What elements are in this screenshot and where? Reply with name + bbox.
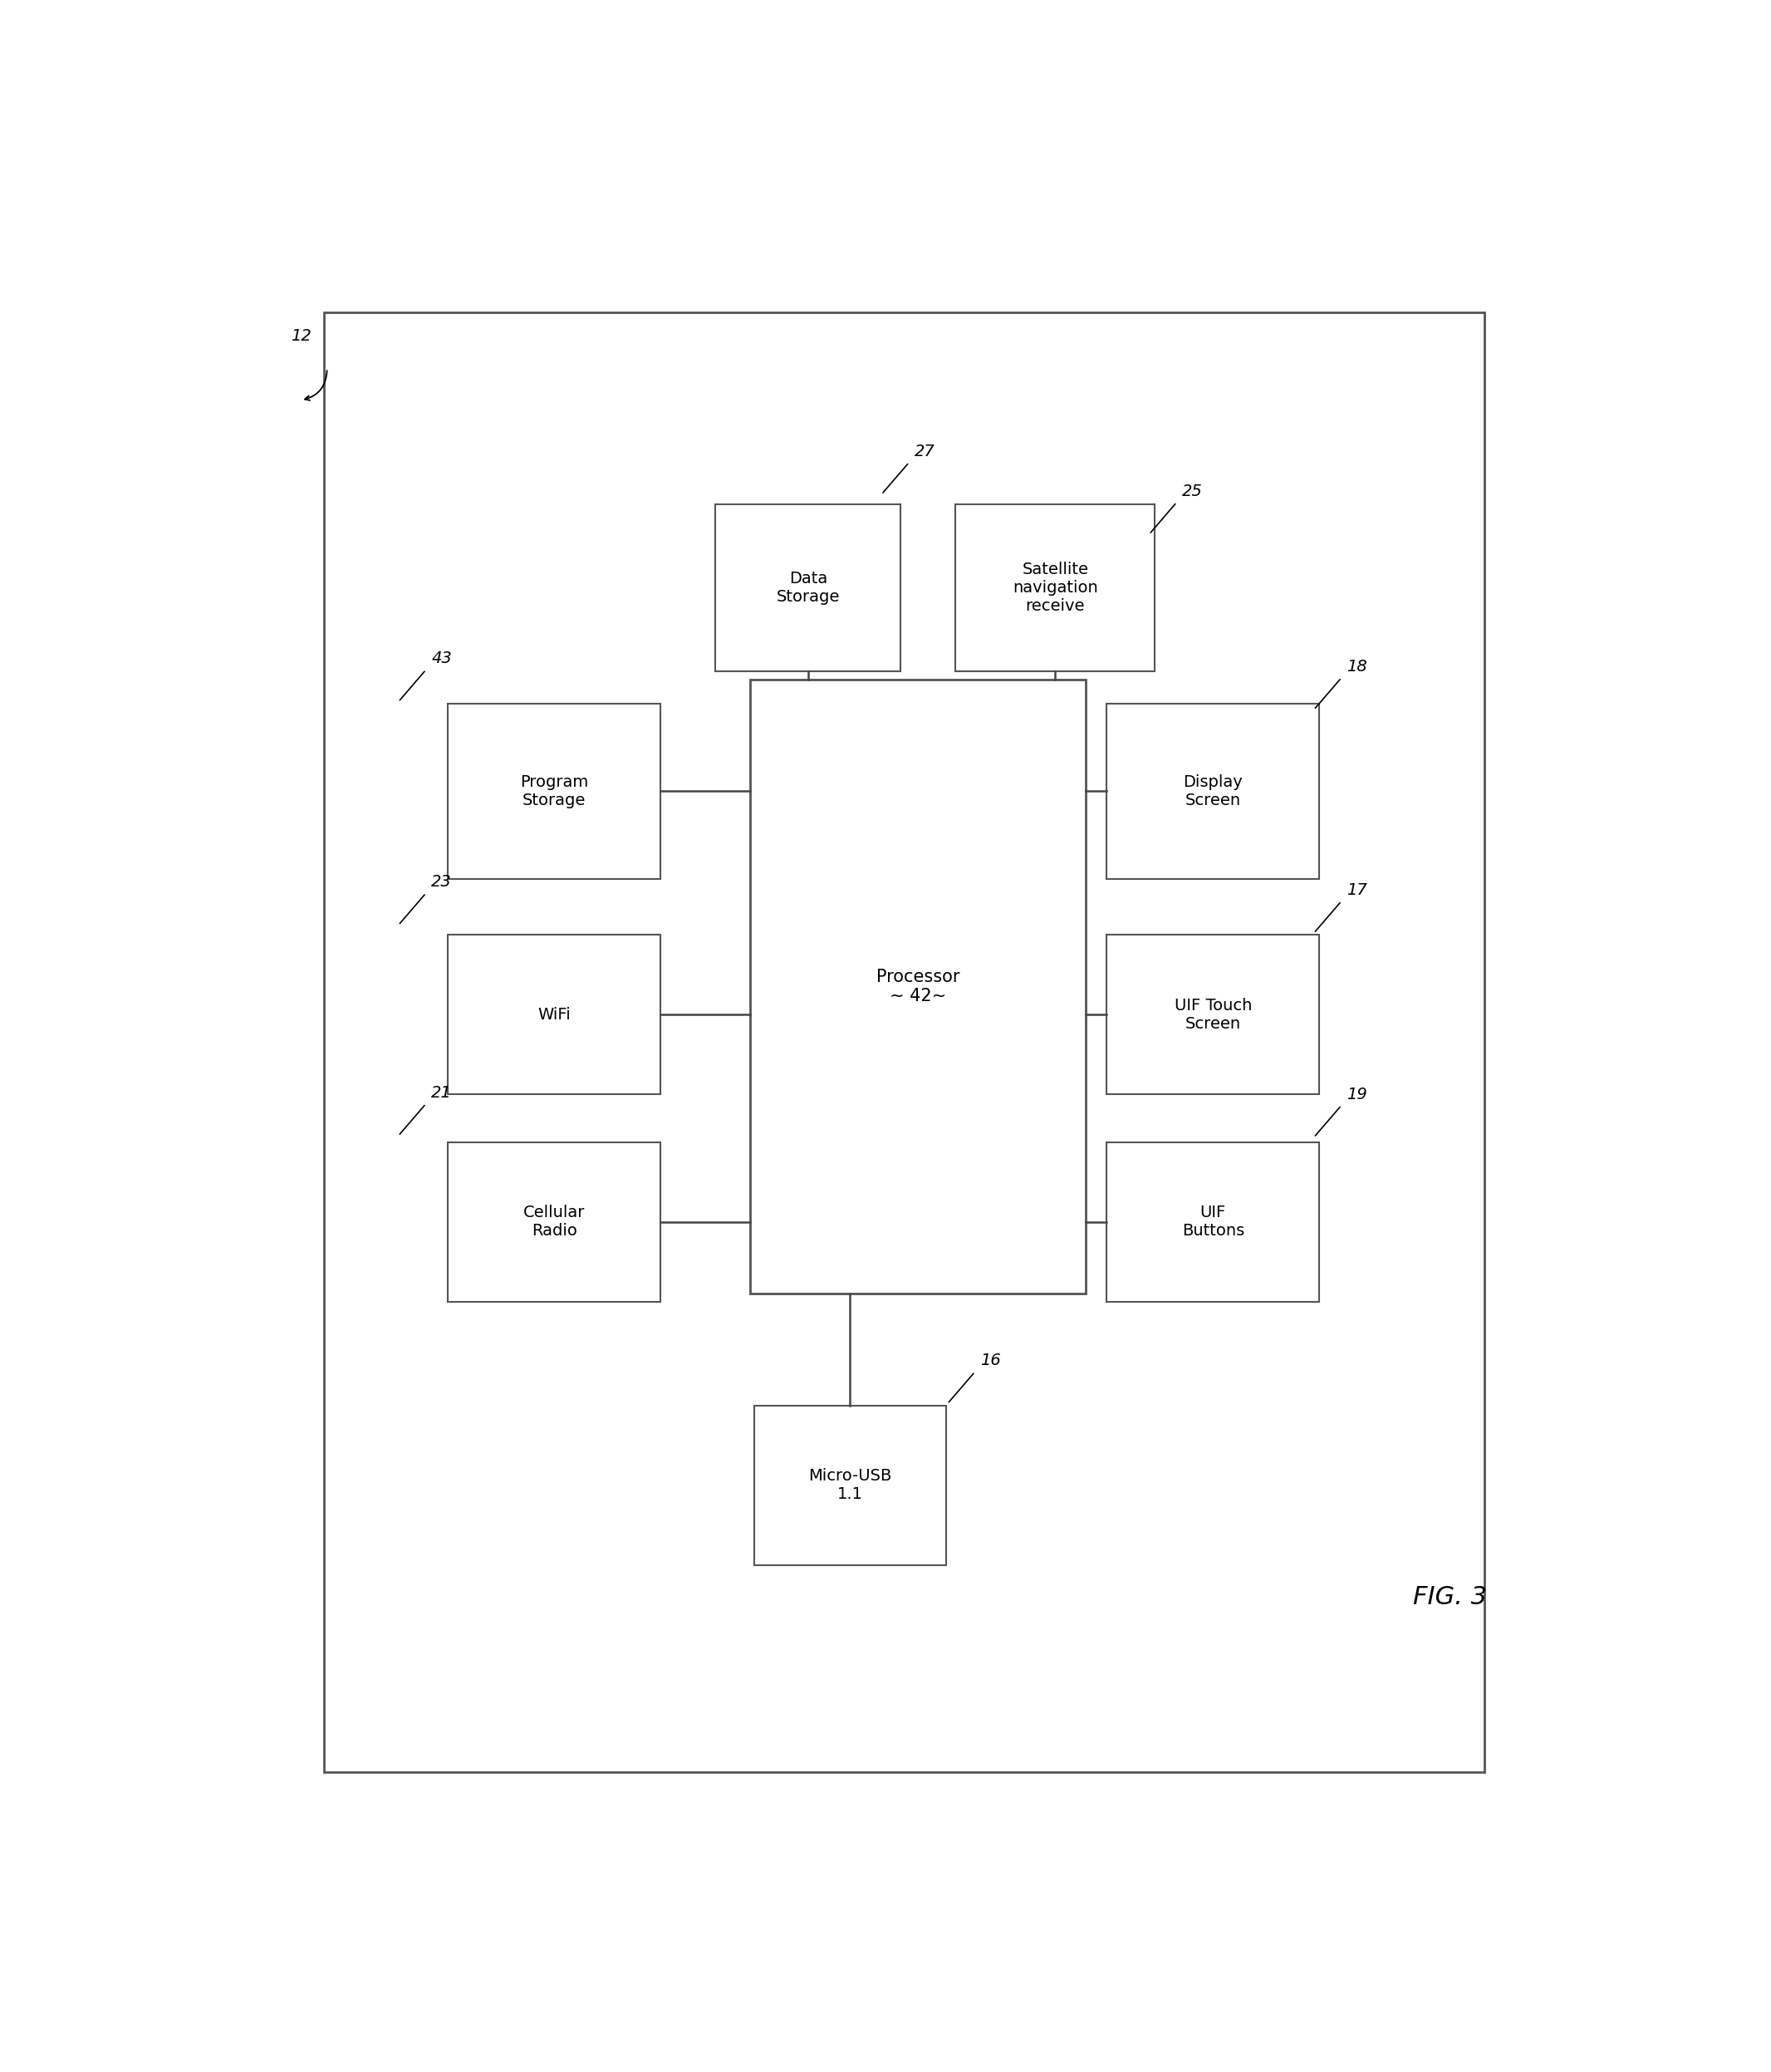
Text: Display
Screen: Display Screen bbox=[1183, 775, 1243, 808]
Text: FIG. 3: FIG. 3 bbox=[1413, 1585, 1486, 1608]
Bar bbox=[1107, 934, 1319, 1094]
Text: 21: 21 bbox=[432, 1086, 452, 1100]
Text: 17: 17 bbox=[1346, 883, 1367, 897]
Bar bbox=[448, 934, 661, 1094]
Bar bbox=[754, 1405, 946, 1564]
Bar bbox=[448, 702, 661, 879]
Text: UIF Touch
Screen: UIF Touch Screen bbox=[1174, 997, 1252, 1032]
Bar bbox=[715, 503, 901, 671]
Text: 19: 19 bbox=[1346, 1086, 1367, 1102]
Bar bbox=[1107, 1142, 1319, 1301]
Bar bbox=[749, 680, 1086, 1293]
Text: Micro-USB
1.1: Micro-USB 1.1 bbox=[808, 1469, 891, 1502]
Text: 12: 12 bbox=[290, 329, 312, 344]
Text: Cellular
Radio: Cellular Radio bbox=[522, 1204, 584, 1239]
Text: 16: 16 bbox=[981, 1353, 1001, 1370]
Text: UIF
Buttons: UIF Buttons bbox=[1181, 1204, 1245, 1239]
Bar bbox=[1107, 702, 1319, 879]
Text: Satellite
navigation
receive: Satellite navigation receive bbox=[1013, 562, 1098, 613]
Text: Data
Storage: Data Storage bbox=[776, 570, 839, 605]
Text: 27: 27 bbox=[914, 443, 935, 460]
Bar bbox=[324, 313, 1484, 1772]
Text: 23: 23 bbox=[432, 874, 452, 891]
Text: Program
Storage: Program Storage bbox=[521, 775, 588, 808]
Bar bbox=[956, 503, 1155, 671]
Text: 18: 18 bbox=[1346, 659, 1367, 675]
Bar bbox=[448, 1142, 661, 1301]
Text: WiFi: WiFi bbox=[538, 1007, 570, 1021]
Text: 43: 43 bbox=[432, 651, 452, 667]
Text: 25: 25 bbox=[1183, 483, 1203, 499]
Text: Processor
~ 42~: Processor ~ 42~ bbox=[877, 968, 960, 1005]
